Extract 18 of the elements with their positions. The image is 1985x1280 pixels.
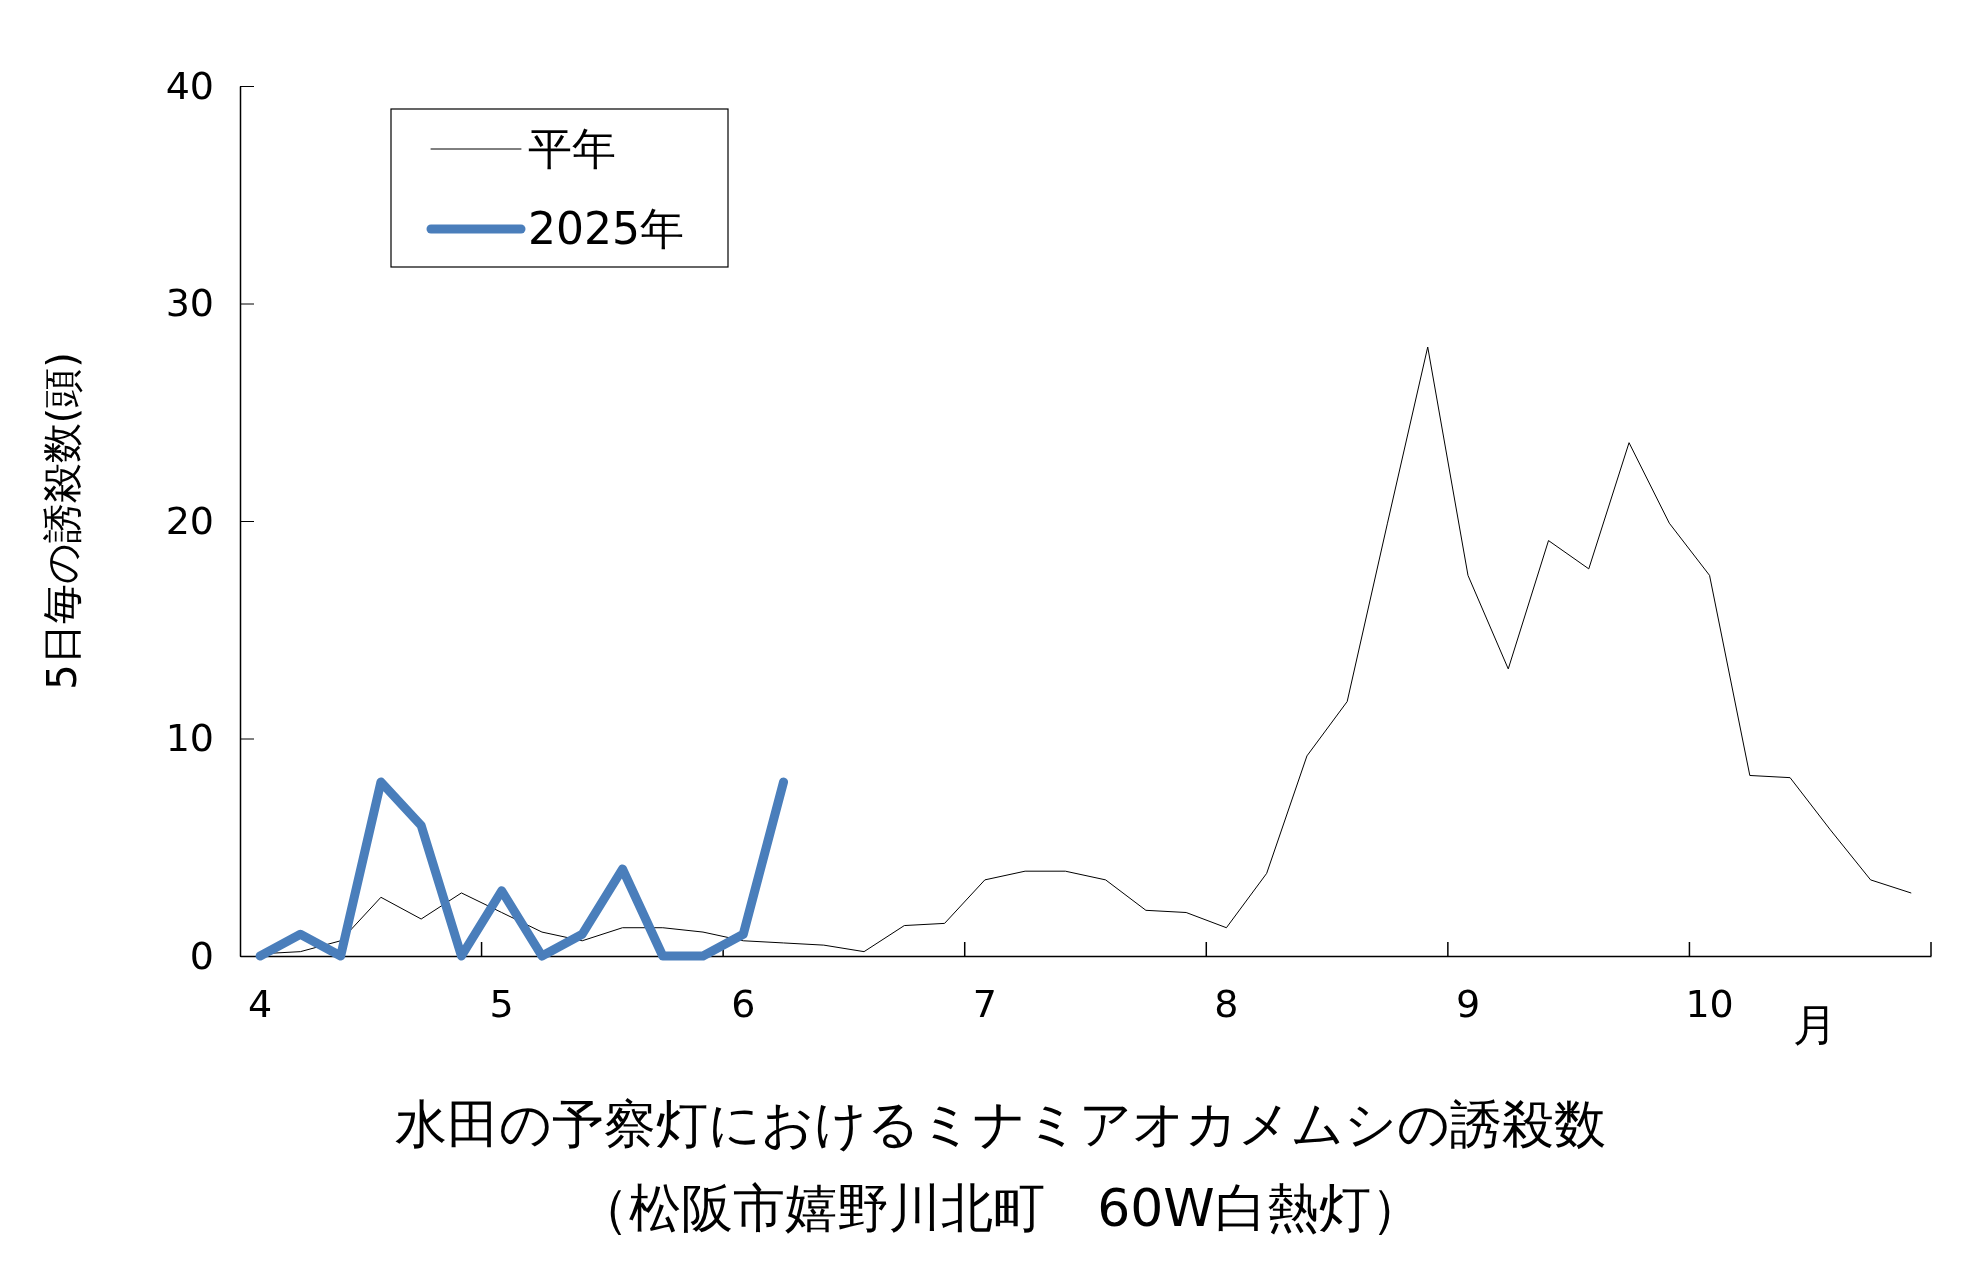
text: （松阪市嬉野川北町 60W白熱灯） bbox=[577, 1178, 1423, 1238]
y-tick-label: 0 bbox=[189, 933, 214, 978]
x-tick-label: 8 bbox=[1214, 981, 1239, 1026]
text: 水田の予察灯におけるミナミアオカメムシの誘殺数 bbox=[394, 1094, 1606, 1154]
legend-label: 2025年 bbox=[528, 203, 684, 255]
legend-label: 平年 bbox=[528, 123, 616, 175]
x-axis-title: 月 bbox=[1793, 999, 1837, 1050]
x-tick-label: 9 bbox=[1455, 981, 1481, 1026]
x-tick-label: 5 bbox=[489, 981, 514, 1026]
x-tick-label: 6 bbox=[731, 981, 756, 1026]
y-tick-label: 30 bbox=[165, 281, 214, 326]
y-axis-title: 5日毎の誘殺数(頭) bbox=[39, 352, 85, 690]
x-tick-label: 10 bbox=[1685, 981, 1734, 1026]
y-tick-label: 40 bbox=[165, 63, 214, 108]
x-tick-label: 4 bbox=[248, 981, 273, 1026]
y-tick-label: 10 bbox=[165, 716, 214, 761]
x-tick-label: 7 bbox=[972, 981, 997, 1026]
y-tick-label: 20 bbox=[165, 498, 214, 543]
